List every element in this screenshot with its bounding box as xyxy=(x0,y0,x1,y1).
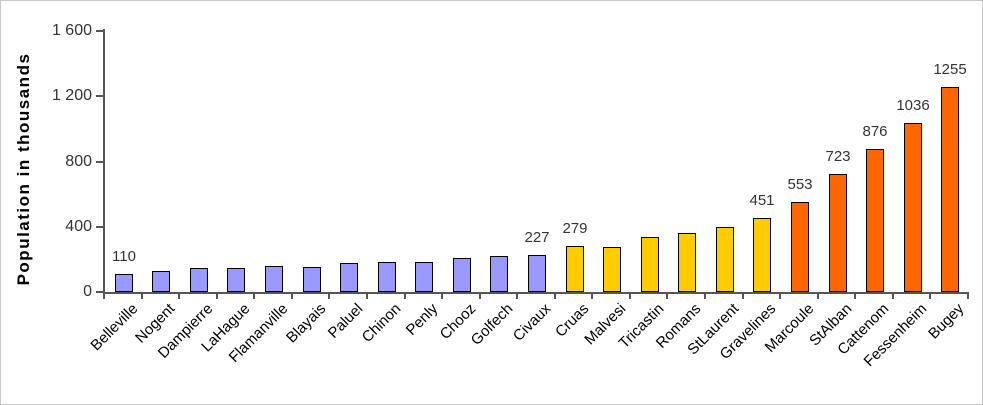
x-axis-tick xyxy=(967,292,969,299)
x-axis-tick xyxy=(291,292,293,299)
bar-bugey xyxy=(941,87,959,292)
y-axis-tick-label: 0 xyxy=(83,283,92,300)
y-axis-tick xyxy=(96,226,103,228)
y-axis-line xyxy=(103,29,105,294)
bar-value-label: 876 xyxy=(862,123,888,140)
bar-dampierre xyxy=(190,268,208,292)
y-axis-tick xyxy=(96,291,103,293)
bar-value-label: 451 xyxy=(749,192,775,209)
x-axis-tick xyxy=(216,292,218,299)
x-axis-tick xyxy=(328,292,330,299)
bar-stlaurent xyxy=(716,227,734,292)
bar-golfech xyxy=(490,256,508,292)
y-axis-tick-label: 1 200 xyxy=(51,87,92,104)
bar-flamanville xyxy=(265,266,283,292)
bar-cattenom xyxy=(866,149,884,292)
x-axis-tick xyxy=(479,292,481,299)
y-axis-tick xyxy=(96,30,103,32)
x-axis-tick xyxy=(629,292,631,299)
bar-chooz xyxy=(453,258,471,292)
bar-belleville xyxy=(115,274,133,292)
bar-blayais xyxy=(303,267,321,292)
y-axis-tick xyxy=(96,95,103,97)
x-axis-tick xyxy=(817,292,819,299)
x-axis-tick xyxy=(103,292,105,299)
bar-stalban xyxy=(829,174,847,292)
bar-tricastin xyxy=(641,237,659,292)
y-axis-tick-label: 800 xyxy=(65,153,92,170)
bar-chinon xyxy=(378,262,396,292)
bar-cruas xyxy=(566,246,584,292)
y-axis-tick xyxy=(96,161,103,163)
x-axis-tick xyxy=(779,292,781,299)
bar-gravelines xyxy=(753,218,771,292)
x-axis-tick xyxy=(591,292,593,299)
bar-romans xyxy=(678,233,696,292)
x-axis-tick xyxy=(516,292,518,299)
x-axis-tick xyxy=(404,292,406,299)
bar-value-label: 723 xyxy=(825,148,851,165)
bar-lahague xyxy=(227,268,245,292)
x-axis-tick xyxy=(253,292,255,299)
x-axis-tick xyxy=(854,292,856,299)
bar-fessenheim xyxy=(904,123,922,292)
bar-penly xyxy=(415,262,433,292)
x-axis-tick xyxy=(742,292,744,299)
bar-value-label: 227 xyxy=(524,229,550,246)
x-axis-line xyxy=(103,292,969,294)
bar-malvesi xyxy=(603,247,621,292)
x-axis-tick xyxy=(892,292,894,299)
y-axis-tick-label: 1 600 xyxy=(51,22,92,39)
bar-paluel xyxy=(340,263,358,292)
x-axis-tick xyxy=(554,292,556,299)
bar-marcoule xyxy=(791,202,809,292)
x-axis-tick xyxy=(178,292,180,299)
bar-value-label: 110 xyxy=(112,248,136,265)
bar-civaux xyxy=(528,255,546,292)
y-axis-title: Population in thousands xyxy=(14,52,33,286)
x-axis-tick xyxy=(366,292,368,299)
bar-value-label: 1036 xyxy=(896,97,930,114)
x-axis-tick xyxy=(666,292,668,299)
x-axis-tick xyxy=(141,292,143,299)
bar-nogent xyxy=(152,271,170,292)
x-axis-tick xyxy=(441,292,443,299)
bar-value-label: 553 xyxy=(787,176,813,193)
x-axis-tick xyxy=(704,292,706,299)
bar-value-label: 1255 xyxy=(933,61,967,78)
x-axis-tick xyxy=(929,292,931,299)
bar-value-label: 279 xyxy=(562,220,588,237)
y-axis-tick-label: 400 xyxy=(65,218,92,235)
